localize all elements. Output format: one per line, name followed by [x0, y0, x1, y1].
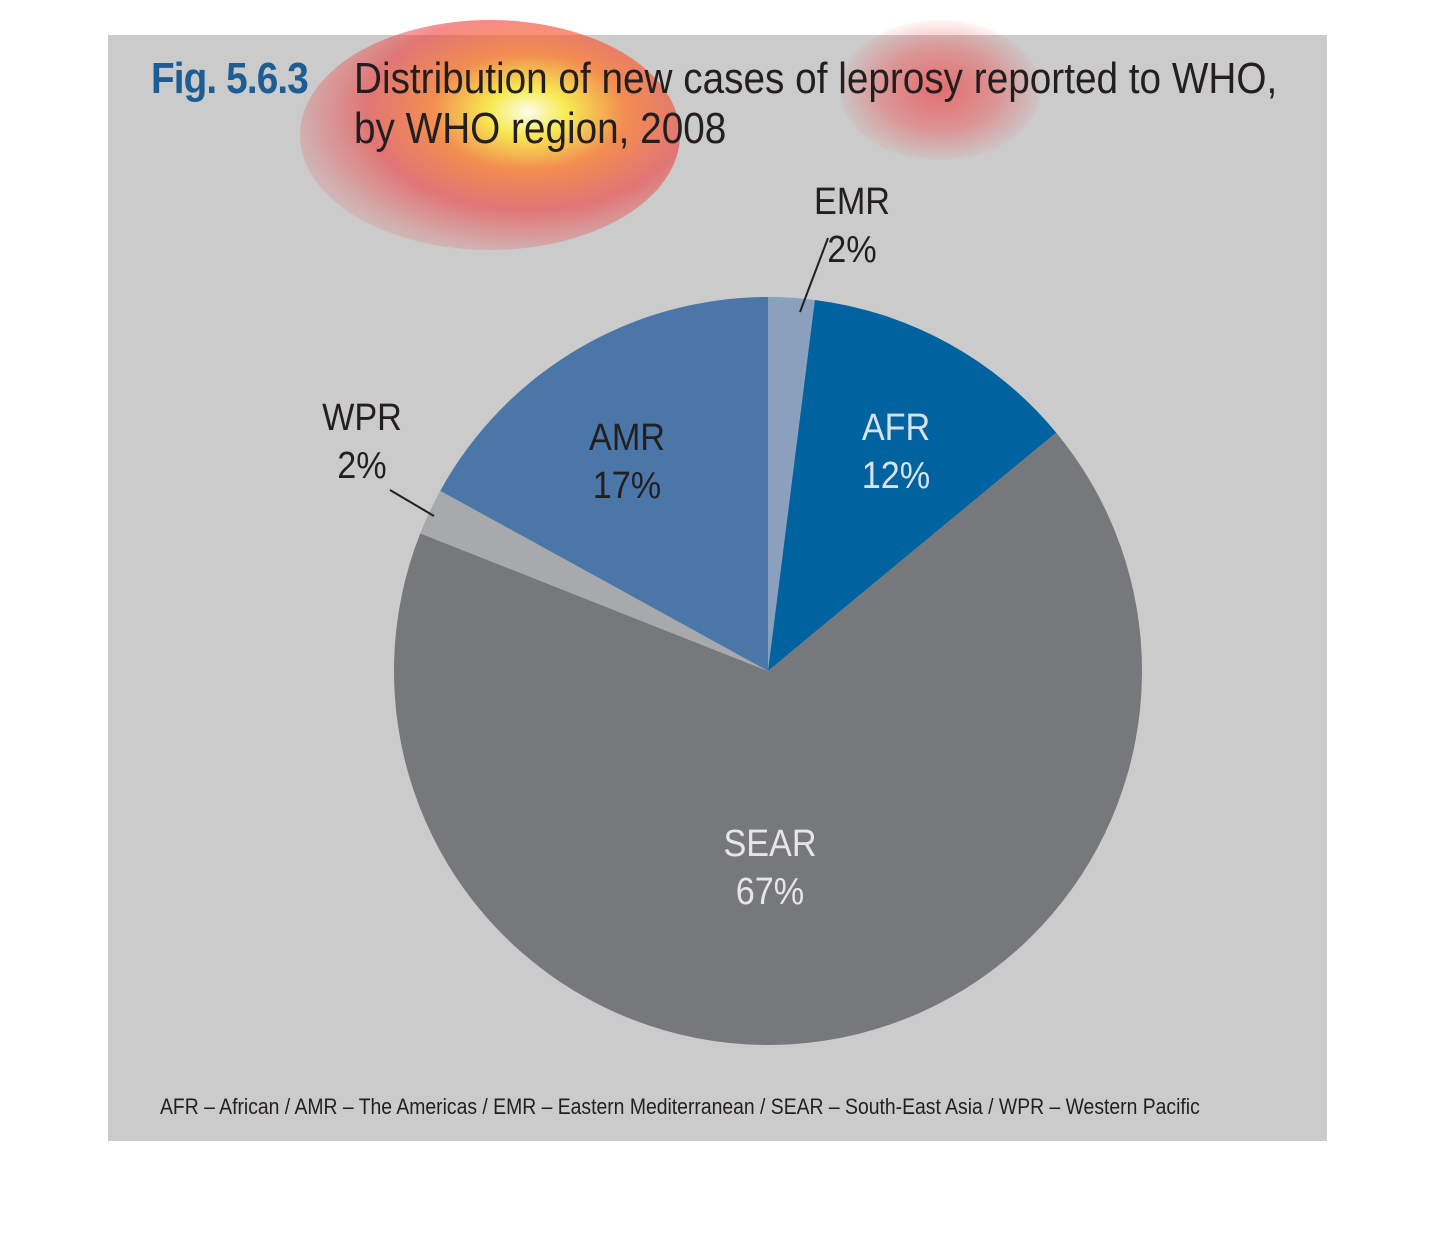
figure-title-line-1: Distribution of new cases of leprosy rep…: [354, 54, 1278, 103]
slice-label-amr: AMR 17%: [589, 415, 665, 506]
pie-slice-wpr: [420, 490, 768, 671]
slice-label-wpr: WPR 2%: [322, 395, 402, 486]
slice-label-name: AFR: [862, 405, 930, 448]
slice-label-name: EMR: [814, 179, 890, 222]
slice-label-emr: EMR 2%: [814, 179, 890, 270]
leader-line-wpr: [389, 489, 435, 517]
slice-label-sear: SEAR 67%: [723, 821, 816, 912]
slice-label-name: AMR: [589, 415, 665, 458]
figure-title-line-2: by WHO region, 2008: [354, 104, 727, 153]
slice-label-value: 12%: [862, 453, 930, 496]
leader-line-emr: [799, 237, 829, 313]
slice-label-value: 17%: [593, 463, 661, 506]
pie-slice-sear: [393, 432, 1142, 1045]
slice-label-name: WPR: [322, 395, 402, 438]
slice-label-value: 67%: [736, 869, 804, 912]
pie-slice-afr: [768, 299, 1057, 671]
slice-label-afr: AFR 12%: [862, 405, 930, 496]
slice-label-value: 2%: [827, 227, 876, 270]
pie-slice-emr: [768, 297, 815, 671]
pie-slice-amr: [440, 297, 768, 671]
figure-number: Fig. 5.6.3: [151, 54, 309, 103]
figure-title: Distribution of new cases of leprosy rep…: [354, 54, 1278, 154]
slice-label-value: 2%: [337, 443, 386, 486]
slice-label-name: SEAR: [723, 821, 816, 864]
region-abbreviation-footnote: AFR – African / AMR – The Americas / EMR…: [160, 1094, 1200, 1119]
